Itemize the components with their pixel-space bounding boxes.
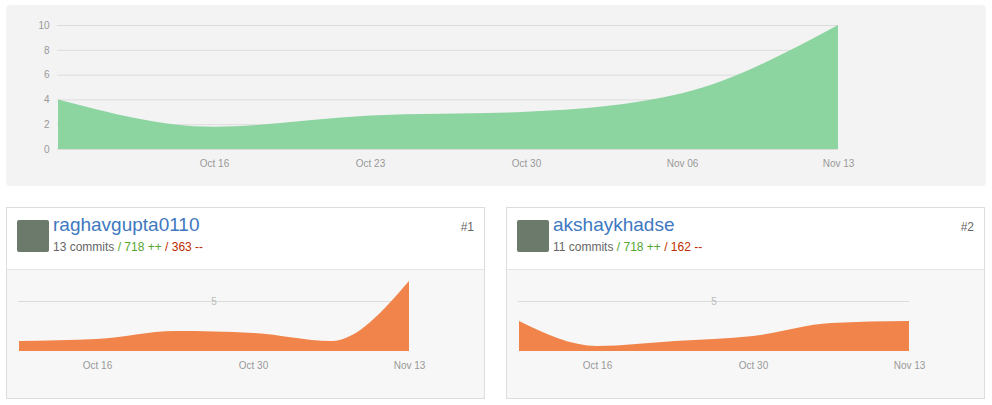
svg-text:Nov 13: Nov 13 (894, 360, 926, 371)
svg-text:10: 10 (38, 20, 50, 31)
svg-text:Oct 30: Oct 30 (739, 360, 769, 371)
html-text:#2: #2 (960, 220, 974, 234)
svg-text:5: 5 (211, 296, 217, 307)
svg-text:Oct 16: Oct 16 (200, 158, 230, 169)
svg-text:Oct 16: Oct 16 (83, 360, 113, 371)
svg-text:2: 2 (44, 119, 50, 130)
svg-text:Oct 30: Oct 30 (512, 158, 542, 169)
html-text:13 commits / 718 ++ / 363 --: 13 commits / 718 ++ / 363 -- (53, 240, 204, 254)
svg-text:Nov 13: Nov 13 (394, 360, 426, 371)
html-text:akshaykhadse: akshaykhadse (553, 214, 675, 235)
svg-text:Oct 30: Oct 30 (239, 360, 269, 371)
svg-text:Nov 13: Nov 13 (823, 158, 855, 169)
svg-text:Oct 16: Oct 16 (583, 360, 613, 371)
svg-text:0: 0 (44, 144, 50, 155)
svg-text:8: 8 (44, 45, 50, 56)
svg-text:6: 6 (44, 69, 50, 80)
svg-text:5: 5 (711, 296, 717, 307)
svg-text:4: 4 (44, 94, 50, 105)
html-text:raghavgupta0110: raghavgupta0110 (53, 214, 200, 235)
svg-text:Oct 23: Oct 23 (356, 158, 386, 169)
svg-text:Nov 06: Nov 06 (667, 158, 699, 169)
html-text:#1: #1 (460, 220, 474, 234)
html-text:11 commits / 718 ++ / 162 --: 11 commits / 718 ++ / 162 -- (553, 240, 703, 254)
